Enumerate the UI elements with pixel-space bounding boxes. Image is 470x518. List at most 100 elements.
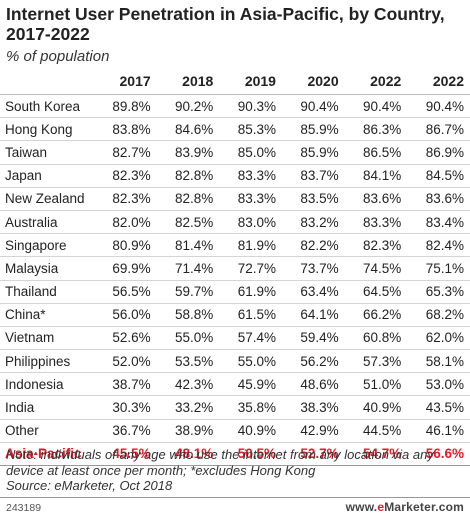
table-cell: 89.8%: [94, 94, 157, 119]
header-row: 2017 2018 2019 2020 2022 2022: [0, 68, 470, 95]
table-cell: 83.8%: [94, 117, 157, 142]
table-row: Vietnam 52.6% 55.0% 57.4% 59.4% 60.8% 62.0%: [0, 326, 470, 351]
table-row: Hong Kong 83.8% 84.6% 85.3% 85.9% 86.3% 86.7%: [0, 117, 470, 142]
table-cell: 55.0%: [219, 349, 282, 374]
table-cell: 90.4%: [281, 94, 345, 119]
table-cell: 64.1%: [281, 303, 345, 327]
table-cell: 48.6%: [281, 372, 345, 397]
table-cell: 83.6%: [407, 187, 470, 211]
table-cell: 71.4%: [156, 256, 220, 281]
table-cell: 53.5%: [156, 349, 220, 374]
table-row: New Zealand 82.3% 82.8% 83.3% 83.5% 83.6% 83.6…: [0, 187, 470, 211]
table-cell: 52.0%: [94, 349, 157, 374]
table-cell: 59.7%: [156, 280, 220, 304]
header-corner: [0, 68, 94, 95]
table-cell: 50.5%: [219, 442, 282, 467]
table-cell: 42.3%: [156, 372, 220, 397]
table-cell: 82.7%: [94, 140, 157, 165]
table-cell: 42.9%: [281, 419, 345, 443]
table-row: Indonesia 38.7% 42.3% 45.9% 48.6% 51.0% 53.0%: [0, 372, 470, 397]
table-cell: 82.3%: [94, 164, 157, 188]
table-cell: 53.0%: [407, 372, 470, 397]
row-label: Other: [0, 419, 94, 443]
column-header: 2020: [281, 68, 345, 95]
table-cell: 45.9%: [219, 372, 282, 397]
table-cell: 38.9%: [156, 419, 220, 443]
table-row: Japan 82.3% 82.8% 83.3% 83.7% 84.1% 84.5%: [0, 164, 470, 188]
table-row: India 30.3% 33.2% 35.8% 38.3% 40.9% 43.5%: [0, 395, 470, 420]
table-cell: 83.0%: [219, 210, 282, 235]
table-cell: 83.9%: [156, 140, 220, 165]
table-cell: 69.9%: [94, 256, 157, 281]
table-cell: 82.3%: [94, 187, 157, 211]
table-cell: 51.0%: [344, 372, 408, 397]
table-cell: 58.1%: [407, 349, 470, 374]
table-cell: 84.5%: [407, 164, 470, 188]
table-cell: 83.5%: [281, 187, 345, 211]
table-cell: 82.8%: [156, 164, 220, 188]
row-label: Vietnam: [0, 326, 94, 351]
chart-id: 243189: [6, 502, 42, 514]
chart-title: Internet User Penetration in Asia-Pacifi…: [6, 4, 445, 44]
row-label: Thailand: [0, 280, 94, 304]
table-cell: 90.4%: [344, 94, 408, 119]
table-cell: 56.6%: [407, 442, 470, 467]
table-cell: 62.0%: [407, 326, 470, 351]
table-cell: 63.4%: [281, 280, 345, 304]
table-cell: 56.0%: [94, 303, 157, 327]
row-label: Singapore: [0, 233, 94, 258]
table-cell: 86.9%: [407, 140, 470, 165]
table-cell: 82.3%: [344, 233, 408, 258]
table-cell: 45.5%: [94, 442, 157, 467]
note-text: Note: individuals of any age who use the…: [6, 447, 434, 478]
table-cell: 57.4%: [219, 326, 282, 351]
table-cell: 81.4%: [156, 233, 220, 258]
table-cell: 73.7%: [281, 256, 345, 281]
table-cell: 35.8%: [219, 395, 282, 420]
row-label: New Zealand: [0, 187, 94, 211]
table-row: South Korea 89.8% 90.2% 90.3% 90.4% 90.4% 90.4…: [0, 94, 470, 119]
table-cell: 86.7%: [407, 117, 470, 142]
brand-logo[interactable]: www.eMarketer.com: [346, 500, 464, 514]
row-label: Taiwan: [0, 140, 94, 165]
table-cell: 84.1%: [344, 164, 408, 188]
table-cell: 40.9%: [344, 395, 408, 420]
table-cell: 48.1%: [156, 442, 220, 467]
table-cell: 86.5%: [344, 140, 408, 165]
table-cell: 33.2%: [156, 395, 220, 420]
table-row: Taiwan 82.7% 83.9% 85.0% 85.9% 86.5% 86.9%: [0, 140, 470, 165]
table-cell: 46.1%: [407, 419, 470, 443]
table-cell: 57.3%: [344, 349, 408, 374]
row-label: Hong Kong: [0, 117, 94, 142]
table-cell: 84.6%: [156, 117, 220, 142]
table-cell: 83.3%: [344, 210, 408, 235]
row-label: India: [0, 395, 94, 420]
table-cell: 65.3%: [407, 280, 470, 304]
table-cell: 72.7%: [219, 256, 282, 281]
table-cell: 54.7%: [344, 442, 408, 467]
table-cell: 38.7%: [94, 372, 157, 397]
table-cell: 82.5%: [156, 210, 220, 235]
chart-subtitle: % of population: [6, 48, 110, 65]
brand-suffix: .com: [435, 500, 464, 514]
table-cell: 61.5%: [219, 303, 282, 327]
table-cell: 83.3%: [219, 164, 282, 188]
row-label: South Korea: [0, 94, 94, 119]
row-label: Japan: [0, 164, 94, 188]
source-text: Source: eMarketer, Oct 2018: [6, 478, 173, 493]
table-cell: 60.8%: [344, 326, 408, 351]
table-body: South Korea 89.8% 90.2% 90.3% 90.4% 90.4% 90.4…: [0, 94, 470, 467]
column-header: 2022: [344, 68, 408, 95]
table-cell: 82.2%: [281, 233, 345, 258]
brand-rest: Marketer: [384, 500, 436, 514]
table-cell: 74.5%: [344, 256, 408, 281]
table-cell: 75.1%: [407, 256, 470, 281]
table-row: China* 56.0% 58.8% 61.5% 64.1% 66.2% 68.2%: [0, 303, 470, 327]
table-row: Philippines 52.0% 53.5% 55.0% 56.2% 57.3% 58.1…: [0, 349, 470, 374]
column-header: 2017: [94, 68, 157, 95]
table-cell: 68.2%: [407, 303, 470, 327]
table-cell: 56.2%: [281, 349, 345, 374]
table-cell: 80.9%: [94, 233, 157, 258]
table-cell: 85.9%: [281, 140, 345, 165]
